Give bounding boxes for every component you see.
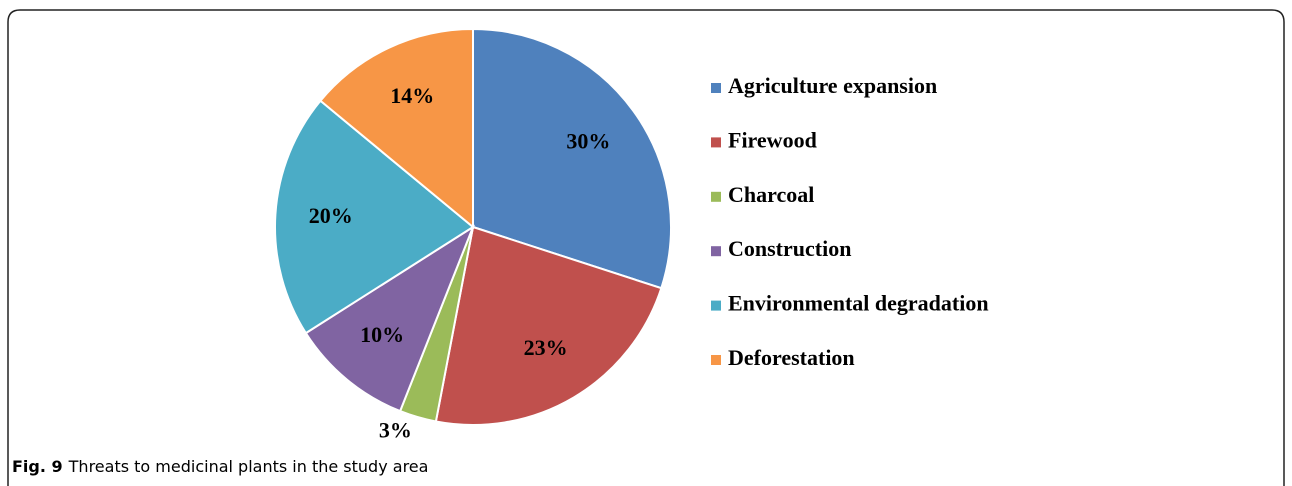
pie-slice — [304, 224, 476, 413]
legend-label: Construction — [728, 236, 851, 261]
caption-text: Threats to medicinal plants in the study… — [68, 457, 429, 476]
legend-swatch — [711, 83, 721, 93]
pie-slice — [434, 225, 663, 426]
data-label: 14% — [390, 83, 434, 108]
frame — [7, 9, 1285, 486]
pie-slice — [274, 99, 475, 335]
pie-slice — [319, 27, 474, 230]
data-label: 10% — [360, 322, 404, 347]
legend-swatch — [711, 355, 721, 365]
legend-swatch — [711, 246, 721, 257]
caption-label: Fig. 9 — [12, 457, 63, 476]
legend-label: Agriculture expansion — [728, 73, 937, 98]
legend-swatch — [711, 137, 721, 148]
pie-slice — [472, 27, 672, 290]
legend-swatch — [711, 191, 721, 202]
data-label: 30% — [566, 128, 610, 153]
legend-label: Environmental degradation — [728, 291, 989, 316]
data-label: 23% — [524, 335, 568, 360]
legend-label: Charcoal — [728, 182, 814, 207]
caption: Fig. 9 Threats to medicinal plants in the… — [12, 457, 428, 476]
data-label: 20% — [309, 203, 353, 228]
legend-label: Firewood — [728, 127, 817, 152]
data-label: 3% — [379, 417, 412, 442]
legend-swatch — [711, 300, 721, 311]
legend-label: Deforestation — [728, 345, 855, 370]
